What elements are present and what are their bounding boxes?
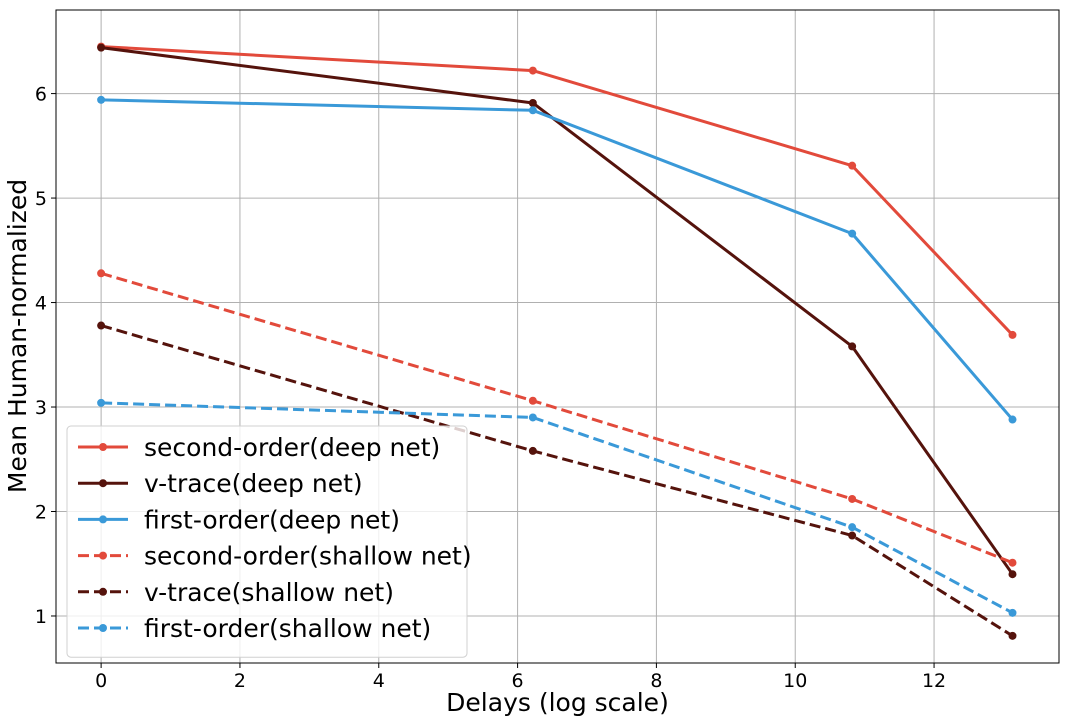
legend-entry: first-order(deep net) [78, 505, 400, 534]
legend-entry: second-order(shallow net) [78, 542, 472, 571]
y-tick-label: 1 [35, 606, 47, 628]
legend-label: second-order(shallow net) [144, 542, 472, 571]
series-line [101, 45, 1014, 336]
y-tick-label: 6 [35, 84, 47, 106]
data-point [528, 106, 537, 115]
x-tick-label: 0 [95, 670, 107, 692]
plot-frame [55, 9, 1060, 664]
series-lines [97, 42, 1017, 640]
legend-entry: first-order(shallow net) [78, 614, 431, 643]
data-point [1008, 570, 1017, 579]
legend: second-order(deep net) v-trace(deep net) f… [66, 425, 472, 658]
x-tick-label: 6 [512, 670, 524, 692]
y-tick-label: 4 [35, 293, 47, 315]
x-tick-label: 2 [234, 670, 246, 692]
x-tick-label: 8 [650, 670, 662, 692]
data-point [848, 342, 857, 351]
y-tick-label: 2 [35, 502, 47, 524]
data-point [97, 43, 106, 52]
data-point [528, 396, 537, 405]
data-point [1008, 558, 1017, 567]
data-point [848, 161, 857, 170]
series-4 [97, 321, 1017, 640]
series-5 [97, 398, 1017, 617]
legend-entry: second-order(deep net) [78, 433, 440, 462]
data-point [97, 95, 106, 104]
series-1 [97, 43, 1017, 579]
series-line [101, 401, 1014, 615]
legend-marker [99, 551, 107, 560]
legend-marker [99, 587, 107, 596]
legend-box [66, 425, 468, 658]
legend-label: v-trace(deep net) [144, 469, 363, 498]
y-tick-label: 5 [35, 188, 47, 210]
series-line [100, 46, 1014, 576]
legend-label: v-trace(shallow net) [144, 578, 394, 607]
legend-entry: v-trace(deep net) [78, 469, 363, 498]
x-axis-label: Delays (log scale) [446, 688, 669, 717]
data-point [1008, 631, 1017, 640]
legend-entry: v-trace(shallow net) [78, 578, 394, 607]
data-point [528, 98, 537, 107]
legend-marker [99, 479, 107, 488]
x-tick-label: 4 [373, 670, 385, 692]
series-line [101, 98, 1014, 421]
series-line [100, 324, 1014, 638]
series-line [100, 271, 1014, 565]
data-point [97, 269, 106, 278]
y-axis-label: Mean Human-normalized [3, 179, 32, 493]
data-point [1008, 415, 1017, 424]
legend-label: first-order(shallow net) [144, 614, 431, 643]
legend-marker [99, 624, 107, 632]
x-tick-label: 12 [922, 670, 946, 692]
legend-marker [99, 443, 107, 451]
series-3 [97, 269, 1017, 567]
data-point [1008, 608, 1017, 617]
data-point [848, 523, 857, 532]
data-point [97, 321, 106, 330]
data-point [97, 398, 106, 407]
data-point [1008, 330, 1017, 339]
y-tick-label: 3 [35, 397, 47, 419]
legend-label: first-order(deep net) [144, 505, 400, 534]
data-point [528, 446, 537, 455]
legend-marker [99, 515, 107, 524]
data-point [848, 229, 857, 238]
x-tick-label: 10 [783, 670, 807, 692]
data-point [848, 531, 857, 540]
data-point [528, 413, 537, 422]
legend-label: second-order(deep net) [144, 433, 440, 462]
data-point [848, 494, 857, 503]
data-point [528, 66, 537, 75]
series-2 [97, 95, 1017, 424]
